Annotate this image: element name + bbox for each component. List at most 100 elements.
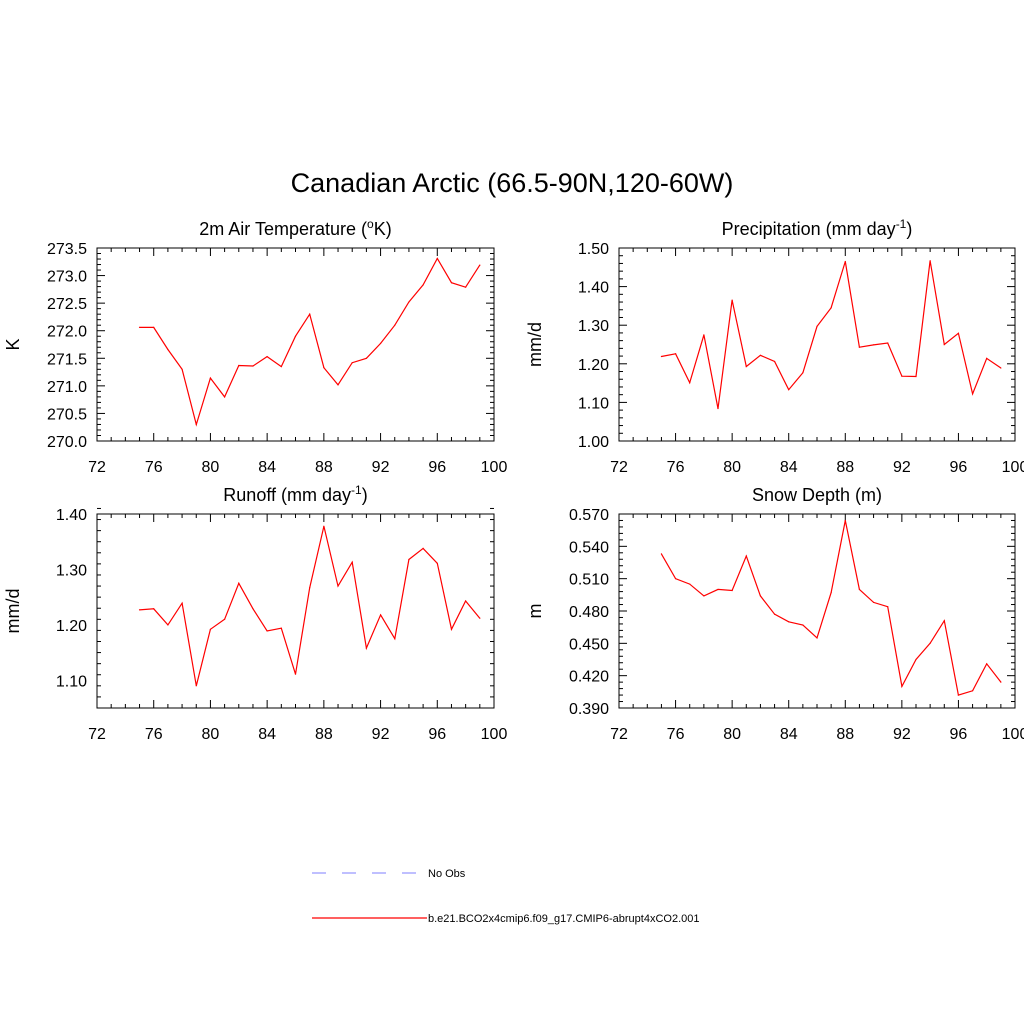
data-point: [280, 365, 282, 368]
data-point: [309, 313, 311, 315]
data-point: [195, 423, 197, 426]
data-point: [929, 260, 931, 262]
data-point: [872, 344, 875, 346]
data-point: [224, 396, 226, 398]
data-point: [844, 519, 846, 522]
y-tick-label: 272.5: [47, 296, 87, 313]
data-point: [759, 354, 762, 356]
y-tick-label: 1.50: [578, 241, 609, 258]
data-point: [830, 307, 832, 309]
x-tick-label: 84: [780, 726, 798, 743]
x-tick-label: 92: [372, 726, 390, 743]
data-point: [465, 600, 467, 602]
y-tick-label: 270.5: [47, 406, 87, 423]
legend-obs-label: No Obs: [428, 868, 466, 880]
panel-title-text: 2m Air Temperature (: [199, 219, 367, 239]
data-point: [901, 685, 903, 688]
y-tick-label: 273.5: [47, 241, 87, 258]
y-axis-label-snow-depth: m: [525, 604, 545, 619]
data-point: [266, 356, 268, 358]
y-tick-label: 0.390: [569, 701, 609, 718]
panel-title-superscript: o: [367, 217, 374, 231]
data-point: [323, 525, 325, 527]
x-tick-label: 84: [258, 459, 276, 476]
data-point: [337, 585, 339, 587]
data-point: [858, 346, 861, 348]
x-tick-label: 76: [145, 459, 163, 476]
data-point: [337, 384, 339, 386]
y-tick-label: 0.420: [569, 669, 609, 686]
data-point: [167, 348, 169, 351]
y-tick-label: 1.10: [578, 395, 609, 412]
data-point: [422, 547, 424, 549]
data-point: [138, 326, 141, 329]
panel-title-runoff: Runoff (mm day-1): [223, 483, 367, 505]
x-tick-label: 80: [723, 726, 741, 743]
series-line-air-temperature: [139, 257, 481, 427]
y-tick-label: 0.450: [569, 636, 609, 653]
data-point: [674, 353, 677, 355]
data-point: [436, 257, 438, 260]
y-axis-label-air-temperature: K: [3, 338, 23, 350]
plot-frame-precipitation: [618, 247, 1016, 442]
data-point: [379, 342, 382, 344]
data-point: [252, 608, 254, 610]
x-tick-label: 84: [258, 726, 276, 743]
panel-title-snow-depth: Snow Depth (m): [752, 485, 882, 505]
y-tick-label: 1.40: [56, 507, 87, 524]
data-point: [422, 284, 424, 286]
y-tick-label: 1.30: [578, 318, 609, 335]
data-point: [816, 325, 818, 327]
data-point: [294, 335, 297, 337]
x-tick-label: 76: [667, 459, 685, 476]
data-point: [238, 582, 240, 584]
data-point: [465, 286, 467, 288]
data-point: [731, 299, 733, 301]
data-point: [745, 555, 747, 557]
y-tick-label: 0.540: [569, 539, 609, 556]
y-tick-label: 270.0: [47, 434, 87, 451]
data-point: [153, 326, 155, 329]
data-point: [887, 606, 889, 608]
data-point: [957, 694, 960, 696]
y-tick-label: 1.40: [578, 280, 609, 297]
data-point: [252, 365, 254, 367]
legend: No Obs b.e21.BCO2x4cmip6.f09_g17.CMIP6-a…: [312, 868, 700, 925]
panel-title-tail: ): [362, 485, 368, 505]
x-tick-label: 72: [88, 726, 106, 743]
x-tick-label: 80: [723, 459, 741, 476]
x-tick-label: 88: [315, 459, 333, 476]
y-tick-label: 1.00: [578, 434, 609, 451]
data-point: [309, 587, 311, 589]
panel-snow-depth: Snow Depth (m) m 72 76 80 84 88 92 96 100 0.390 0.4…: [525, 485, 1024, 743]
panel-title-tail: ): [906, 219, 912, 239]
y-tick-label: 1.20: [578, 357, 609, 374]
data-point: [436, 562, 438, 564]
data-point: [816, 637, 818, 639]
data-point: [887, 342, 889, 344]
data-point: [323, 367, 325, 369]
data-point: [479, 617, 481, 619]
x-tick-label: 76: [667, 726, 685, 743]
x-tick-label: 100: [1002, 459, 1024, 476]
data-point: [153, 608, 155, 610]
data-point: [717, 407, 719, 410]
panel-title-air-temperature: 2m Air Temperature (oK): [199, 217, 391, 239]
x-tick-label: 72: [610, 726, 628, 743]
data-point: [901, 375, 903, 377]
data-point: [943, 343, 945, 346]
data-point: [674, 578, 677, 580]
x-tick-label: 88: [315, 726, 333, 743]
data-point: [689, 382, 691, 384]
series-line-runoff: [139, 526, 481, 686]
data-point: [1000, 367, 1002, 369]
y-tick-label: 1.30: [56, 562, 87, 579]
data-point: [351, 561, 353, 563]
panel-air-temperature: 2m Air Temperature (oK) K 72 76 80 84 88 92 96 10…: [3, 217, 507, 476]
data-point: [138, 609, 141, 611]
data-point: [280, 627, 282, 629]
y-tick-label: 0.510: [569, 572, 609, 589]
y-tick-label: 0.480: [569, 604, 609, 621]
data-point: [351, 362, 353, 364]
data-point: [209, 377, 212, 379]
